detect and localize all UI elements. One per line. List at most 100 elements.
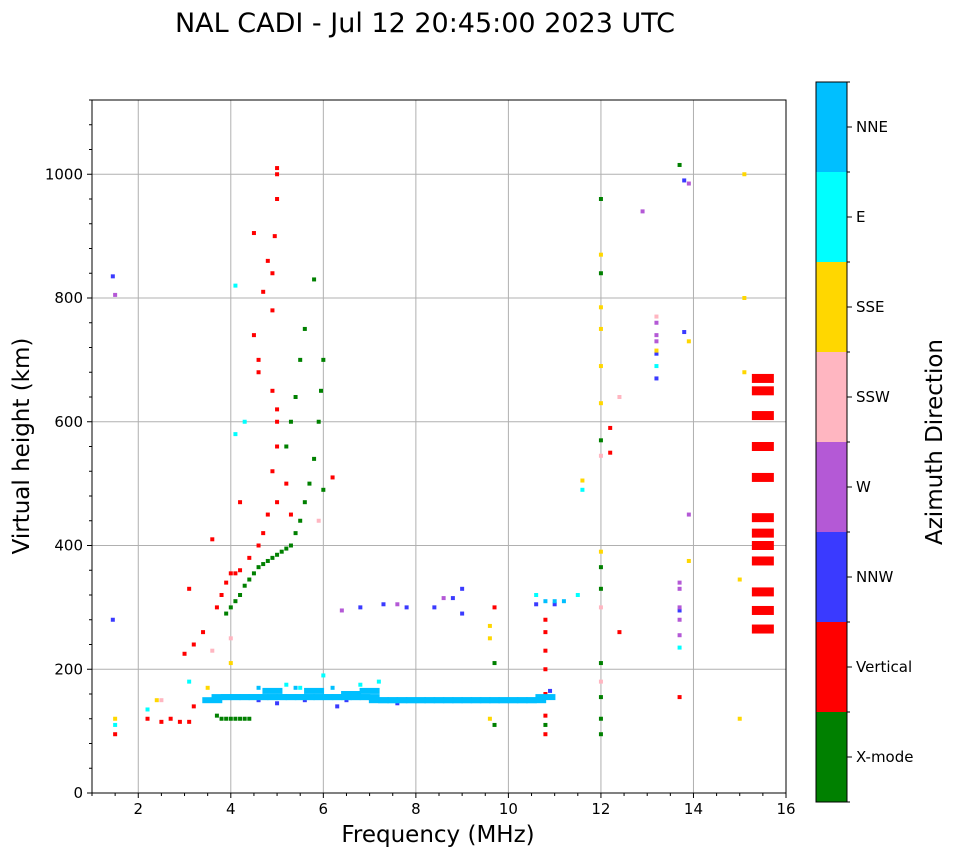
data-point	[654, 364, 659, 369]
data-point	[617, 395, 622, 399]
data-point	[275, 407, 280, 412]
data-point	[487, 716, 492, 721]
colorbar-segment	[816, 622, 847, 712]
data-point	[293, 685, 298, 690]
data-point	[312, 277, 317, 282]
data-point	[191, 642, 196, 647]
data-point	[247, 555, 252, 560]
data-point	[256, 543, 261, 548]
data-point	[275, 500, 280, 505]
series-nne	[202, 599, 566, 704]
data-point	[654, 314, 659, 319]
data-point	[751, 472, 774, 482]
data-point	[233, 716, 238, 721]
data-point	[321, 673, 326, 678]
data-point	[321, 357, 326, 362]
data-point	[316, 518, 321, 523]
data-point	[187, 679, 192, 684]
data-point	[233, 599, 238, 604]
data-point	[224, 716, 229, 721]
data-point	[598, 549, 603, 554]
data-point	[302, 326, 307, 331]
data-point	[677, 605, 682, 610]
data-point	[534, 602, 539, 607]
data-point	[598, 271, 603, 276]
data-point	[543, 617, 548, 622]
colorbar-label: Azimuth Direction	[922, 339, 948, 545]
data-point	[492, 661, 497, 666]
data-point	[275, 419, 280, 424]
colorbar-segment	[816, 262, 847, 352]
data-point	[677, 633, 682, 638]
data-point	[284, 682, 289, 687]
data-point	[113, 722, 118, 727]
data-point	[682, 330, 687, 335]
data-point	[330, 475, 335, 480]
data-point	[219, 593, 224, 597]
y-tick-label: 200	[54, 660, 83, 678]
colorbar-tick-label: W	[856, 478, 871, 496]
data-point	[251, 571, 256, 576]
data-point	[598, 453, 603, 458]
x-tick-label: 8	[411, 800, 421, 818]
data-point	[598, 565, 603, 570]
data-point	[598, 605, 603, 610]
data-point	[242, 583, 247, 588]
series-ssw	[159, 314, 659, 703]
colorbar-tick-label: Vertical	[856, 658, 912, 676]
data-point	[640, 209, 645, 214]
data-point	[298, 357, 303, 362]
data-point	[214, 713, 219, 718]
data-point	[214, 605, 219, 610]
data-point	[751, 624, 774, 634]
data-point	[251, 333, 256, 338]
data-point	[598, 438, 603, 443]
data-point	[284, 481, 289, 486]
data-point	[359, 687, 380, 694]
data-point	[737, 577, 742, 582]
data-point	[487, 623, 492, 628]
series-w	[113, 181, 691, 638]
data-point	[677, 586, 682, 591]
data-point	[742, 296, 747, 300]
colorbar-tick-label: SSW	[856, 388, 890, 406]
data-point	[677, 645, 682, 650]
data-point	[395, 602, 400, 607]
data-point	[159, 698, 164, 703]
data-point	[432, 605, 437, 610]
data-point	[261, 289, 266, 294]
data-point	[534, 593, 539, 597]
data-point	[168, 716, 173, 721]
data-point	[275, 166, 280, 171]
data-point	[272, 234, 277, 239]
data-point	[580, 487, 585, 492]
data-points	[110, 162, 774, 737]
data-point	[751, 373, 774, 383]
series-sse	[113, 172, 747, 721]
data-point	[288, 512, 293, 517]
data-point	[113, 716, 118, 721]
data-point	[543, 713, 548, 718]
data-point	[686, 512, 691, 517]
colorbar-segment	[816, 712, 847, 802]
data-point	[598, 586, 603, 591]
data-point	[113, 292, 118, 297]
plot-frame	[91, 99, 787, 794]
x-tick-label: 6	[319, 800, 329, 818]
data-point	[270, 388, 275, 393]
azimuth-colorbar: X-mode Vertical NNW W SSW SSE E NNE	[815, 81, 913, 803]
data-point	[219, 716, 224, 721]
data-point	[742, 370, 747, 375]
data-point	[145, 707, 150, 712]
data-point	[561, 599, 566, 604]
data-point	[210, 648, 215, 653]
data-point	[145, 716, 150, 721]
data-point	[316, 419, 321, 424]
data-point	[580, 478, 585, 483]
data-point	[677, 608, 682, 613]
y-tick-label: 0	[73, 784, 83, 802]
data-point	[358, 605, 363, 610]
data-point	[247, 577, 252, 582]
data-point	[677, 695, 682, 700]
colorbar-tick-label: X-mode	[856, 748, 913, 766]
